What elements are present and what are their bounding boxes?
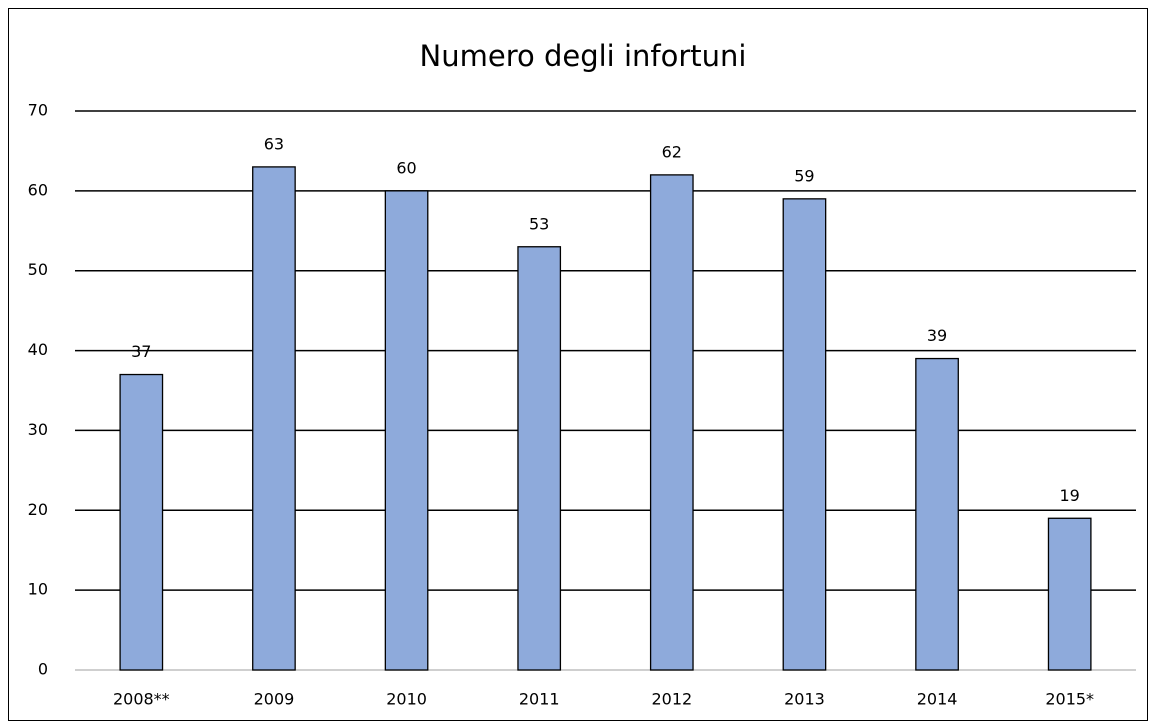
y-tick-label: 50 (28, 260, 48, 279)
bar (649, 174, 694, 671)
y-tick-label: 30 (28, 420, 48, 439)
bar (119, 373, 164, 671)
data-label: 62 (662, 142, 682, 161)
x-tick-label: 2011 (519, 690, 560, 709)
x-tick-label: 2014 (917, 690, 958, 709)
y-tick-label: 10 (28, 580, 48, 599)
bar (252, 166, 296, 671)
x-tick-label: 2010 (386, 690, 427, 709)
bar (915, 357, 959, 671)
data-label: 37 (131, 342, 151, 361)
data-label: 60 (396, 158, 416, 177)
y-tick-label: 60 (28, 180, 48, 199)
y-tick-label: 40 (28, 340, 48, 359)
chart-border (8, 8, 1148, 721)
x-tick-label: 2009 (254, 690, 295, 709)
bar (517, 246, 562, 671)
y-tick-label: 70 (28, 101, 48, 120)
x-tick-label: 2015* (1045, 690, 1094, 709)
y-tick-label: 20 (28, 500, 48, 519)
data-label: 53 (529, 214, 549, 233)
bar (782, 198, 827, 671)
x-tick-label: 2008** (113, 690, 170, 709)
y-tick-label: 0 (38, 660, 48, 679)
data-label: 63 (264, 134, 284, 153)
data-label: 19 (1060, 486, 1080, 505)
chart-title: Numero degli infortuni (420, 39, 747, 73)
x-tick-label: 2013 (784, 690, 825, 709)
x-tick-label: 2012 (651, 690, 692, 709)
data-label: 59 (794, 166, 814, 185)
bar (384, 190, 429, 671)
bar (1047, 517, 1092, 671)
data-label: 39 (927, 326, 947, 345)
